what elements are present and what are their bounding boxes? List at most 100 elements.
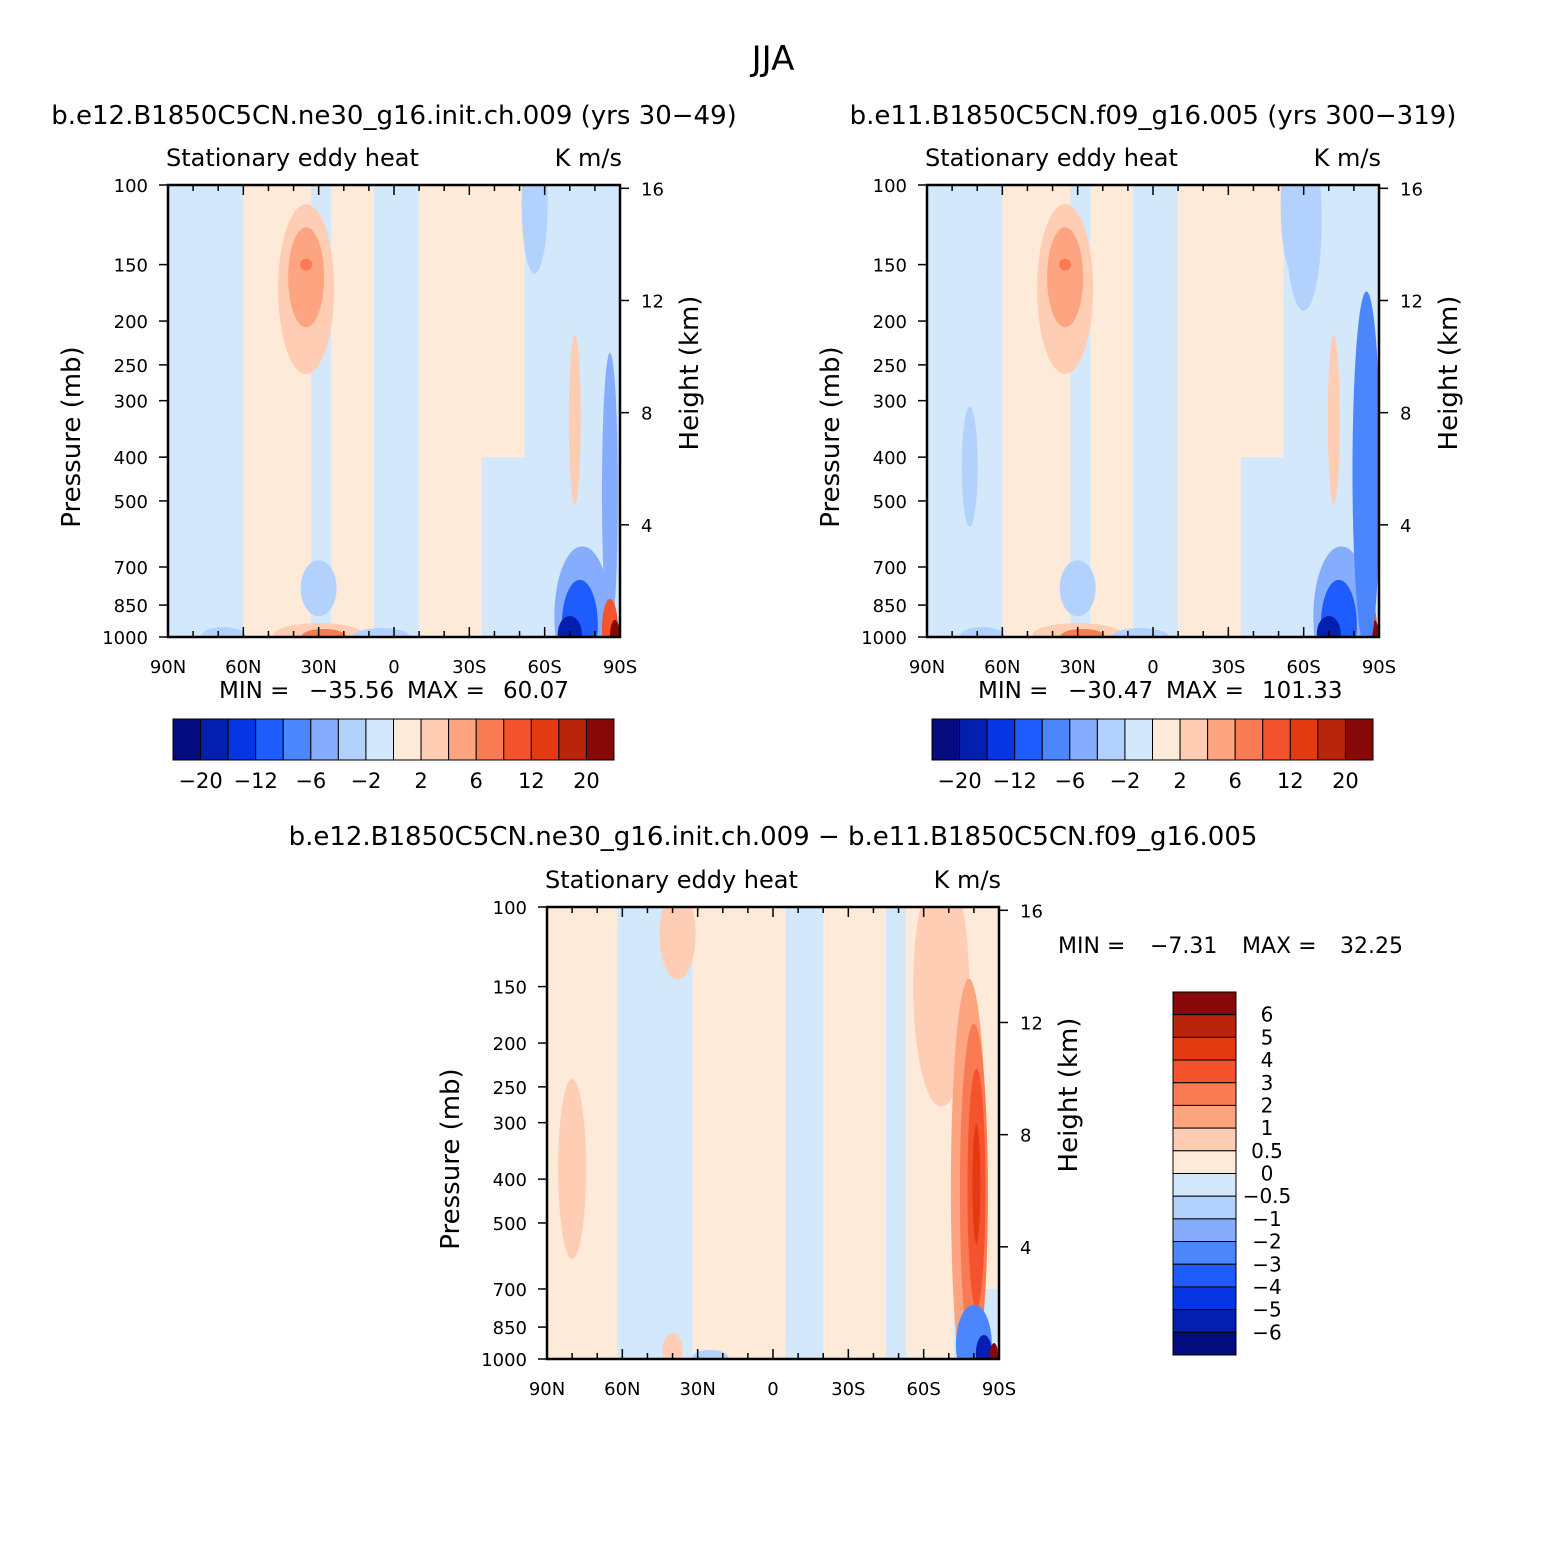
contour-fills [960, 185, 1379, 637]
x-tick-label: 60N [984, 657, 1020, 678]
colorbar-swatch [1317, 718, 1346, 761]
y-tick-label: 850 [493, 1318, 527, 1339]
stat-min-value: −35.56 [309, 678, 394, 704]
x-tick-label: 30S [452, 657, 486, 678]
colorbar-label: 6 [1261, 1003, 1274, 1027]
chart-panel-2: b.e11.B1850C5CN.f09_g16.005 (yrs 300−319… [816, 101, 1464, 793]
contour-blob-negative [601, 352, 618, 633]
contour-blob-negative [557, 616, 582, 637]
colorbar-label: −3 [1252, 1252, 1281, 1276]
y-tick-label: 200 [493, 1034, 527, 1055]
y-tick-label: 1000 [481, 1350, 527, 1371]
y-tick-label: 100 [493, 898, 527, 919]
contour-blob-negative [960, 627, 1005, 637]
panel-left-label: Stationary eddy heat [925, 144, 1178, 172]
colorbar-swatch [365, 718, 394, 761]
y-tick-label: 250 [493, 1078, 527, 1099]
colorbar-label: 0 [1261, 1162, 1274, 1186]
y2-tick-label: 4 [1400, 516, 1411, 537]
colorbar-swatch [558, 718, 587, 761]
colorbar-label: −1 [1252, 1207, 1281, 1231]
stat-max-value: 60.07 [503, 678, 569, 704]
colorbar-label: −12 [993, 769, 1037, 793]
contour-blob-positive [288, 227, 325, 328]
contour-band-positive [1240, 185, 1284, 458]
contour-blob-negative [961, 406, 978, 527]
contour-blob-positive [1047, 227, 1084, 328]
x-tick-label: 30N [1059, 657, 1095, 678]
y-tick-label: 300 [873, 392, 907, 413]
colorbar-swatch [1069, 718, 1098, 761]
y-tick-label: 1000 [861, 628, 907, 649]
x-tick-label: 0 [388, 657, 399, 678]
x-tick-label: 0 [1147, 657, 1158, 678]
y-tick-label: 500 [873, 492, 907, 513]
y-tick-label: 1000 [102, 628, 148, 649]
x-tick-label: 90N [529, 1379, 565, 1400]
y-axis-label: Pressure (mb) [816, 346, 846, 527]
stat-min-label: MIN = [978, 678, 1048, 704]
x-tick-label: 30N [300, 657, 336, 678]
colorbar-label: 12 [1277, 769, 1304, 793]
colorbar-swatch [1172, 1082, 1237, 1106]
colorbar-label: 6 [470, 769, 483, 793]
stat-max-label: MAX = [1242, 934, 1317, 959]
y2-tick-label: 8 [1400, 404, 1411, 425]
colorbar-swatch [931, 718, 961, 761]
colorbar-swatch [1172, 1331, 1237, 1356]
colorbar-swatch [1172, 991, 1237, 1016]
contour-blob-negative [975, 1335, 992, 1359]
y-tick-label: 150 [873, 256, 907, 277]
colorbar-label: 2 [1173, 769, 1186, 793]
contour-blob-negative [1112, 628, 1169, 637]
contour-blob-positive [989, 1343, 998, 1359]
colorbar-swatch [1014, 718, 1043, 761]
x-tick-label: 60N [225, 657, 261, 678]
colorbar-swatch [1172, 1036, 1237, 1061]
colorbar-label: −2 [1252, 1230, 1281, 1254]
y2-axis-label: Height (km) [675, 296, 705, 451]
contour-blob-positive [609, 620, 620, 637]
y2-tick-label: 16 [641, 179, 664, 200]
y2-tick-label: 12 [1400, 291, 1423, 312]
colorbar-swatch [1172, 1059, 1237, 1084]
x-tick-label: 90N [909, 657, 945, 678]
y2-tick-label: 4 [641, 516, 652, 537]
colorbar-swatch [1207, 718, 1236, 761]
colorbar-swatch [1096, 718, 1126, 761]
stat-max-label: MAX = [1166, 678, 1244, 704]
x-tick-label: 90S [603, 657, 637, 678]
y2-tick-label: 16 [1400, 179, 1423, 200]
contour-blob-positive [558, 1079, 587, 1260]
y2-tick-label: 4 [1020, 1238, 1031, 1259]
colorbar-swatch [503, 718, 532, 761]
y-tick-label: 100 [114, 176, 148, 197]
panel-left-label: Stationary eddy heat [545, 866, 798, 894]
y-tick-label: 400 [114, 448, 148, 469]
contour-band-positive [1178, 185, 1241, 637]
contour-blob-negative [521, 185, 548, 274]
colorbar-swatch [172, 718, 202, 761]
colorbar-swatch [200, 718, 229, 761]
colorbar-swatch [530, 718, 560, 761]
colorbar-label: 1 [1261, 1116, 1274, 1140]
panel-title: b.e12.B1850C5CN.ne30_g16.init.ch.009 (yr… [51, 101, 737, 131]
colorbar-swatch [1172, 1263, 1237, 1288]
colorbar-label: 2 [1261, 1093, 1274, 1117]
y-tick-label: 150 [493, 978, 527, 999]
y2-tick-label: 12 [641, 291, 664, 312]
contour-blob-positive [301, 629, 346, 637]
panel-title: b.e11.B1850C5CN.f09_g16.005 (yrs 300−319… [850, 101, 1457, 131]
colorbar-label: −20 [178, 769, 222, 793]
contour-fills [201, 185, 620, 637]
colorbar-swatch [1172, 1241, 1237, 1265]
contour-blob-negative [300, 560, 337, 617]
colorbar-swatch [420, 718, 450, 761]
colorbar-swatch [1179, 718, 1209, 761]
contour-band-positive [692, 907, 786, 1359]
colorbar-swatch [986, 718, 1016, 761]
colorbar-swatch [310, 718, 339, 761]
contour-blob-positive [568, 334, 581, 505]
contour-band-positive [823, 907, 886, 1359]
y-tick-label: 200 [873, 312, 907, 333]
